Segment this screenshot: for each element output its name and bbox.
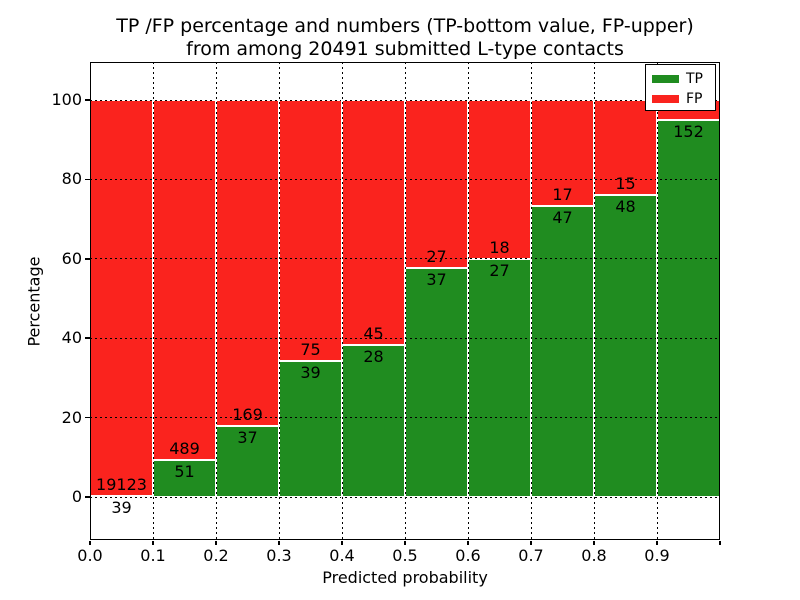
bar-segment-tp (342, 344, 405, 497)
x-tick-mark (278, 541, 280, 545)
bar-segment-fp (531, 100, 594, 206)
bar-label-fp: 169 (232, 404, 263, 424)
bar-segment-fp (90, 100, 153, 497)
x-tick-label: 0.8 (581, 546, 607, 565)
v-gridline (467, 62, 469, 540)
y-tick-label: 40 (61, 328, 82, 348)
bar-label-tp: 39 (111, 498, 132, 518)
y-tick-mark (85, 337, 90, 339)
bar-label-fp: 27 (426, 246, 447, 266)
x-tick-label: 0.1 (140, 546, 166, 565)
bar-segment-fp (405, 100, 468, 268)
y-tick-label: 60 (61, 248, 82, 268)
y-tick-label: 0 (71, 487, 82, 506)
x-tick-mark (89, 541, 91, 545)
x-tick-mark (215, 541, 217, 545)
x-tick-mark (341, 541, 343, 545)
fp-color-swatch (652, 94, 679, 103)
bar-label-tp: 48 (615, 196, 636, 216)
bar-label-fp: 18 (489, 237, 510, 257)
x-tick-mark (593, 541, 595, 545)
x-tick-label: 0.7 (518, 546, 544, 565)
bar-segment-tp (594, 194, 657, 497)
bar-segment-tp (468, 258, 531, 497)
y-tick-mark (85, 496, 90, 498)
y-tick-label: 80 (61, 169, 82, 189)
tp-color-swatch (652, 74, 679, 83)
x-tick-mark (467, 541, 469, 545)
bar-label-tp: 152 (673, 121, 704, 141)
legend: TP FP (645, 64, 716, 111)
bar-segment-fp (216, 100, 279, 426)
v-gridline (152, 62, 154, 540)
bar-label-tp: 39 (300, 363, 321, 383)
y-tick-mark (85, 99, 90, 101)
bar-segment-tp (279, 361, 342, 497)
bar-label-fp: 75 (300, 340, 321, 360)
bar-label-tp: 27 (489, 260, 510, 280)
y-tick-label: 20 (61, 407, 82, 427)
x-tick-label: 0.4 (329, 546, 355, 565)
x-tick-mark (152, 541, 154, 545)
v-gridline (530, 62, 532, 540)
x-tick-mark (719, 541, 721, 545)
x-tick-label: 0.0 (77, 546, 103, 565)
bar-segment-tp (531, 205, 594, 497)
bar-label-tp: 47 (552, 207, 573, 227)
chart-title-line1: TP /FP percentage and numbers (TP-bottom… (116, 15, 694, 37)
y-tick-mark (85, 258, 90, 260)
bar-segment-fp (153, 100, 216, 460)
legend-item-tp: TP (652, 70, 715, 87)
v-gridline (404, 62, 406, 540)
y-tick-mark (85, 416, 90, 419)
bar-label-fp: 17 (552, 184, 573, 204)
legend-label-tp: TP (686, 70, 703, 87)
v-gridline (215, 62, 217, 540)
x-tick-label: 0.5 (392, 546, 418, 565)
bar-segment-tp (657, 119, 720, 497)
bar-segment-tp (405, 267, 468, 497)
legend-item-fp: FP (652, 90, 715, 107)
v-gridline (341, 62, 343, 540)
bar-segment-fp (279, 100, 342, 362)
bar-label-fp: 15 (615, 173, 636, 193)
chart-title-line2: from among 20491 submitted L-type contac… (186, 38, 624, 60)
bar-label-fp: 45 (363, 323, 384, 343)
v-gridline (593, 62, 595, 540)
v-gridline (278, 62, 280, 540)
bar-label-tp: 37 (237, 427, 258, 447)
x-tick-label: 0.9 (644, 546, 670, 565)
bar-label-tp: 51 (174, 461, 195, 481)
y-tick-label: 100 (51, 90, 82, 109)
y-tick-mark (85, 178, 90, 181)
bar-label-fp: 489 (169, 438, 200, 458)
bar-label-fp: 19123 (96, 475, 147, 495)
x-tick-mark (656, 541, 658, 545)
bar-segment-fp (342, 100, 405, 345)
bar-label-tp: 37 (426, 269, 447, 289)
x-tick-label: 0.2 (203, 546, 229, 565)
x-tick-mark (404, 541, 406, 545)
bar-label-tp: 28 (363, 346, 384, 366)
v-gridline (656, 62, 658, 540)
x-axis-label: Predicted probability (322, 568, 488, 587)
legend-label-fp: FP (686, 90, 703, 107)
x-tick-mark (530, 541, 532, 545)
x-tick-label: 0.6 (455, 546, 481, 565)
x-tick-label: 0.3 (266, 546, 292, 565)
